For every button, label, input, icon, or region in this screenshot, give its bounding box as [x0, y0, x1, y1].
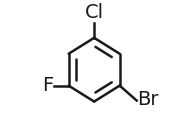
Text: Br: Br: [137, 91, 159, 109]
Text: F: F: [42, 76, 53, 95]
Text: Cl: Cl: [85, 3, 104, 22]
